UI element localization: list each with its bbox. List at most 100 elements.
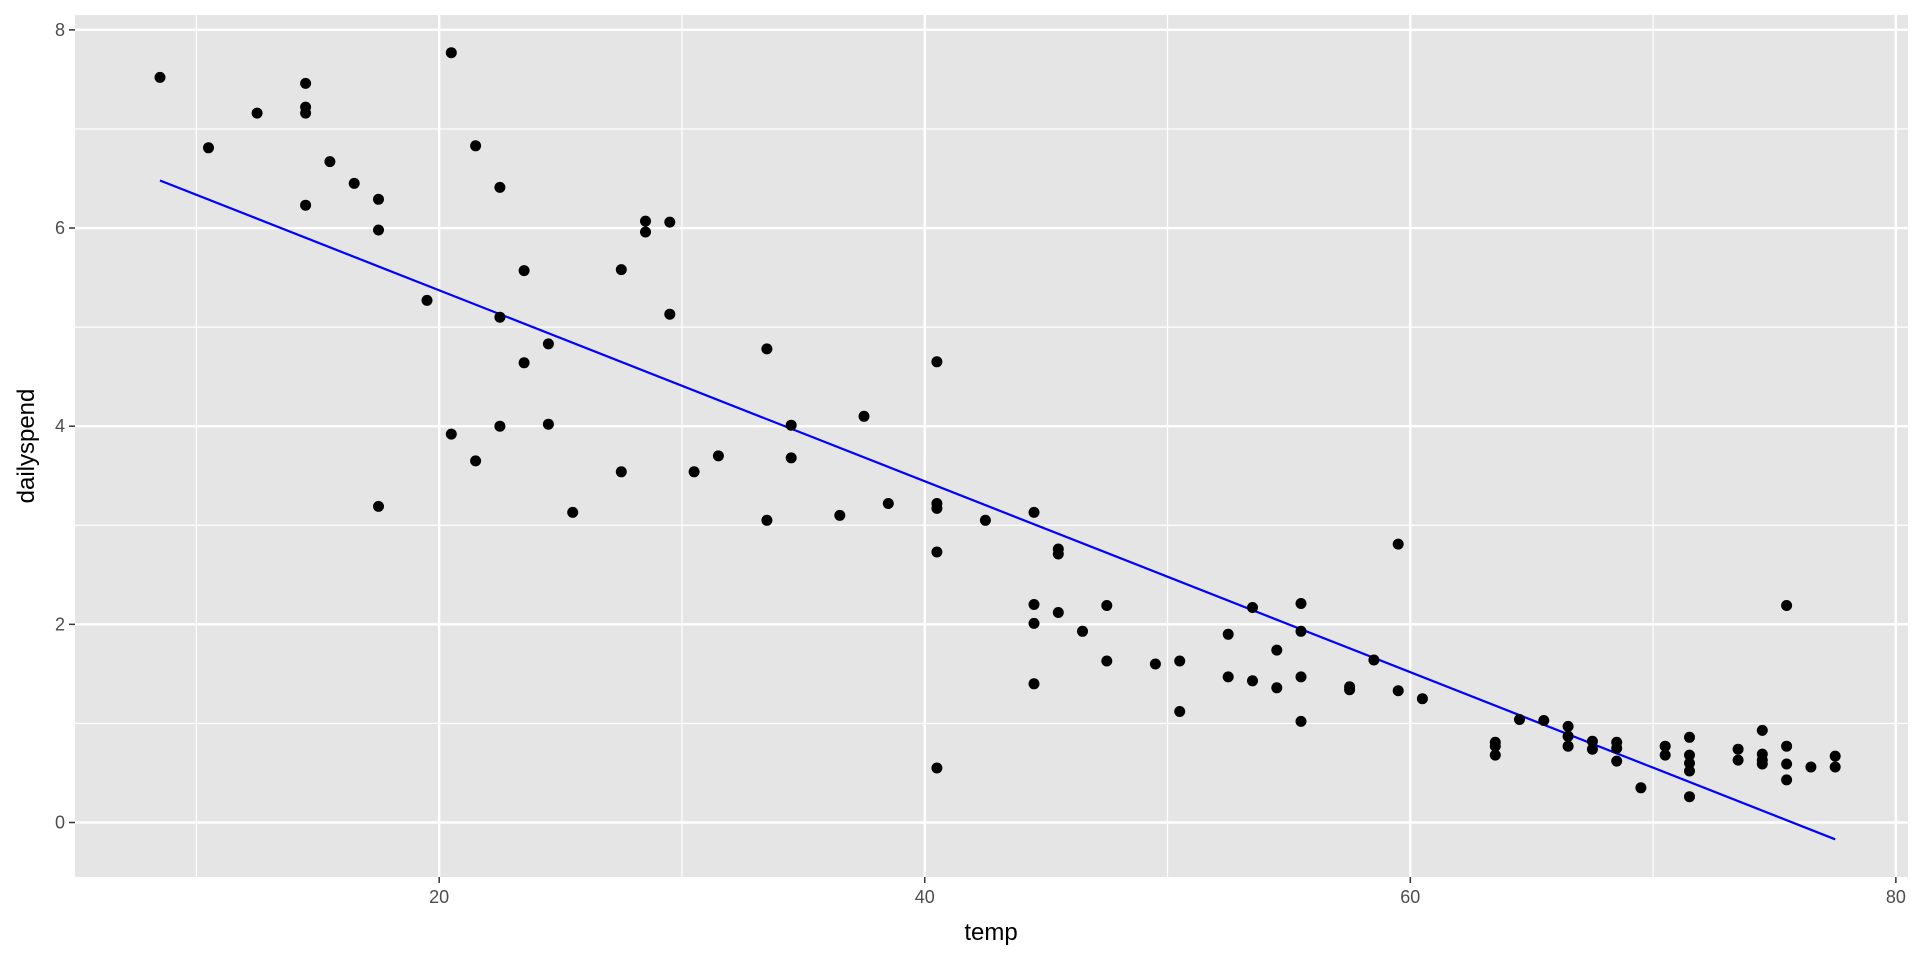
data-point [373, 500, 384, 512]
data-point [1052, 548, 1064, 560]
y-tick-label: 2 [55, 614, 65, 634]
data-point [785, 419, 797, 431]
regression-line [159, 179, 1836, 841]
data-point [1659, 749, 1671, 761]
x-tick-label: 60 [1400, 887, 1420, 907]
data-point [470, 455, 482, 467]
data-point [518, 357, 530, 369]
data-point [1756, 724, 1768, 736]
data-point [373, 224, 384, 236]
data-point [640, 226, 651, 238]
data-point [1028, 506, 1040, 518]
data-point [445, 428, 457, 440]
data-point [664, 308, 676, 320]
data-point [1052, 607, 1064, 618]
data-point [1562, 730, 1574, 742]
data-point [1295, 625, 1307, 637]
y-tick-label: 0 [55, 813, 65, 833]
data-point [470, 140, 482, 152]
data-point [1295, 715, 1307, 727]
data-point [1538, 715, 1550, 726]
data-point [1028, 617, 1040, 629]
y-axis-title: dailyspend [13, 389, 40, 504]
data-point [373, 193, 384, 205]
data-point [1295, 671, 1307, 683]
x-tick-label: 40 [915, 887, 935, 907]
data-point [1684, 731, 1695, 743]
major-gridlines [75, 15, 1908, 877]
data-point [1295, 598, 1307, 609]
data-point [1247, 602, 1258, 613]
data-point [931, 502, 943, 514]
data-point [1174, 706, 1186, 717]
data-point [1392, 538, 1404, 550]
data-point [494, 420, 506, 432]
data-point [1368, 654, 1380, 666]
data-point [1247, 675, 1258, 687]
data-point [1829, 761, 1841, 773]
data-point [1781, 600, 1793, 611]
x-axis: 20 40 60 80 [429, 877, 1906, 907]
plot-panel [75, 15, 1908, 877]
data-point [1344, 684, 1356, 696]
data-point [348, 177, 360, 189]
data-point [1756, 758, 1768, 770]
data-point [1028, 678, 1040, 690]
data-point [1028, 599, 1040, 610]
data-point [1489, 740, 1501, 752]
data-point [324, 156, 336, 168]
y-tick-label: 8 [55, 20, 65, 40]
x-tick-label: 20 [429, 887, 449, 907]
data-point [688, 466, 700, 478]
data-point [858, 410, 870, 422]
data-point [1562, 720, 1574, 732]
data-point [1611, 742, 1623, 754]
data-point [664, 216, 676, 228]
data-point [931, 356, 943, 368]
data-point [931, 546, 943, 558]
x-tick-label: 80 [1886, 887, 1906, 907]
data-point [1732, 743, 1744, 755]
data-point [1101, 655, 1113, 667]
data-point [1586, 743, 1598, 755]
data-point [1684, 749, 1695, 761]
data-point [1101, 600, 1113, 611]
data-point [542, 338, 554, 350]
data-point [1222, 671, 1234, 683]
data-point [1489, 749, 1501, 761]
data-point [1149, 658, 1161, 670]
data-point [494, 311, 506, 323]
data-point [615, 466, 627, 478]
data-point [1222, 628, 1234, 640]
data-point [1684, 757, 1695, 769]
data-point [251, 107, 263, 119]
data-point [542, 418, 554, 430]
data-point [882, 498, 894, 509]
data-point [421, 294, 433, 306]
data-point [1829, 750, 1841, 762]
data-point [615, 264, 627, 276]
data-point [1684, 765, 1695, 777]
y-tick-label: 4 [55, 416, 65, 436]
data-point [1392, 685, 1404, 697]
data-point [1562, 740, 1574, 752]
data-point [1659, 740, 1671, 752]
data-point [761, 514, 773, 526]
data-point [1514, 714, 1525, 725]
data-point [1781, 740, 1793, 752]
data-point [1805, 761, 1817, 773]
data-point [1635, 782, 1647, 794]
data-point [931, 762, 943, 774]
data-points [154, 47, 1841, 803]
data-point [1781, 758, 1793, 770]
data-point [785, 452, 797, 464]
data-point [300, 77, 312, 89]
data-point [761, 343, 773, 355]
data-point [300, 107, 312, 119]
regression-line-group [159, 179, 1836, 841]
data-point [1732, 754, 1744, 766]
data-point [640, 215, 651, 227]
data-point [567, 506, 579, 518]
data-point [979, 514, 991, 526]
